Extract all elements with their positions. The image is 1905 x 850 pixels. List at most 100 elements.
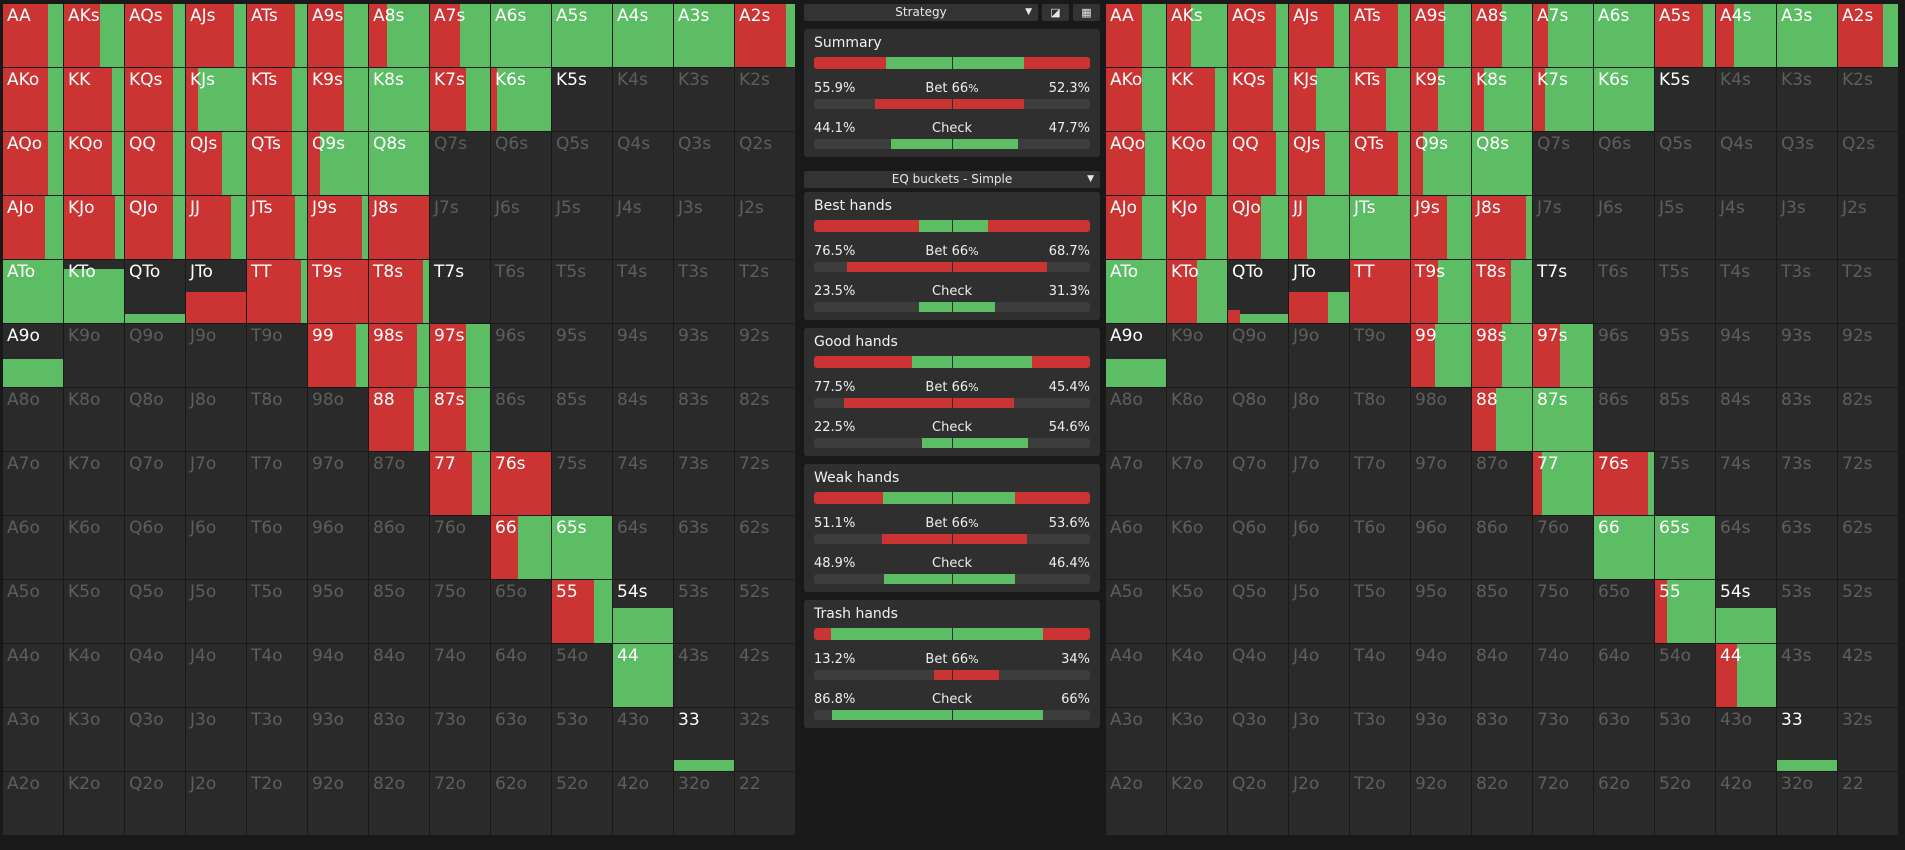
hand-cell-right-K2o[interactable]: K2o [1167, 772, 1227, 835]
hand-cell-left-Q7s[interactable]: Q7s [430, 132, 490, 195]
hand-cell-right-77[interactable]: 77 [1533, 452, 1593, 515]
hand-cell-left-QTo[interactable]: QTo [125, 260, 185, 323]
hand-cell-right-84s[interactable]: 84s [1716, 388, 1776, 451]
hand-cell-right-K8s[interactable]: K8s [1472, 68, 1532, 131]
hand-cell-left-33[interactable]: 33 [674, 708, 734, 771]
hand-cell-right-82s[interactable]: 82s [1838, 388, 1898, 451]
hand-cell-right-AQs[interactable]: AQs [1228, 4, 1288, 67]
hand-cell-left-76s[interactable]: 76s [491, 452, 551, 515]
hand-cell-left-AQo[interactable]: AQo [3, 132, 63, 195]
hand-cell-left-AKo[interactable]: AKo [3, 68, 63, 131]
hand-cell-left-T2s[interactable]: T2s [735, 260, 795, 323]
hand-cell-left-K3o[interactable]: K3o [64, 708, 124, 771]
hand-cell-left-J8o[interactable]: J8o [186, 388, 246, 451]
hand-cell-left-Q4o[interactable]: Q4o [125, 644, 185, 707]
hand-cell-right-KQs[interactable]: KQs [1228, 68, 1288, 131]
hand-cell-right-KJs[interactable]: KJs [1289, 68, 1349, 131]
hand-cell-left-KTo[interactable]: KTo [64, 260, 124, 323]
hand-cell-left-T2o[interactable]: T2o [247, 772, 307, 835]
hand-cell-left-95s[interactable]: 95s [552, 324, 612, 387]
hand-cell-right-T3s[interactable]: T3s [1777, 260, 1837, 323]
hand-cell-right-A5s[interactable]: A5s [1655, 4, 1715, 67]
hand-cell-left-84s[interactable]: 84s [613, 388, 673, 451]
hand-cell-right-73s[interactable]: 73s [1777, 452, 1837, 515]
hand-cell-right-Q8s[interactable]: Q8s [1472, 132, 1532, 195]
hand-cell-left-J6s[interactable]: J6s [491, 196, 551, 259]
hand-cell-right-J5s[interactable]: J5s [1655, 196, 1715, 259]
hand-cell-left-96o[interactable]: 96o [308, 516, 368, 579]
hand-cell-right-87o[interactable]: 87o [1472, 452, 1532, 515]
hand-cell-left-86s[interactable]: 86s [491, 388, 551, 451]
hand-cell-left-Q3o[interactable]: Q3o [125, 708, 185, 771]
hand-cell-right-J7s[interactable]: J7s [1533, 196, 1593, 259]
hand-cell-left-A6o[interactable]: A6o [3, 516, 63, 579]
hand-cell-right-A8s[interactable]: A8s [1472, 4, 1532, 67]
hand-cell-left-J3s[interactable]: J3s [674, 196, 734, 259]
hand-cell-right-97s[interactable]: 97s [1533, 324, 1593, 387]
hand-cell-right-54o[interactable]: 54o [1655, 644, 1715, 707]
hand-cell-right-KK[interactable]: KK [1167, 68, 1227, 131]
hand-cell-left-K6s[interactable]: K6s [491, 68, 551, 131]
hand-cell-left-32o[interactable]: 32o [674, 772, 734, 835]
hand-cell-right-J3o[interactable]: J3o [1289, 708, 1349, 771]
hand-cell-left-66[interactable]: 66 [491, 516, 551, 579]
hand-cell-right-Q4o[interactable]: Q4o [1228, 644, 1288, 707]
hand-cell-right-QTs[interactable]: QTs [1350, 132, 1410, 195]
hand-cell-right-74o[interactable]: 74o [1533, 644, 1593, 707]
hand-cell-left-A9o[interactable]: A9o [3, 324, 63, 387]
hand-cell-right-T3o[interactable]: T3o [1350, 708, 1410, 771]
hand-cell-right-42o[interactable]: 42o [1716, 772, 1776, 835]
hand-cell-right-85o[interactable]: 85o [1472, 580, 1532, 643]
hand-cell-left-52s[interactable]: 52s [735, 580, 795, 643]
hand-cell-left-86o[interactable]: 86o [369, 516, 429, 579]
hand-cell-right-T8s[interactable]: T8s [1472, 260, 1532, 323]
hand-cell-left-KQo[interactable]: KQo [64, 132, 124, 195]
hand-cell-left-T6o[interactable]: T6o [247, 516, 307, 579]
hand-cell-left-72o[interactable]: 72o [430, 772, 490, 835]
hand-cell-left-J7o[interactable]: J7o [186, 452, 246, 515]
hand-cell-left-95o[interactable]: 95o [308, 580, 368, 643]
hand-cell-right-72s[interactable]: 72s [1838, 452, 1898, 515]
hand-cell-left-K9o[interactable]: K9o [64, 324, 124, 387]
hand-cell-left-K9s[interactable]: K9s [308, 68, 368, 131]
hand-cell-right-ATs[interactable]: ATs [1350, 4, 1410, 67]
hand-cell-left-54o[interactable]: 54o [552, 644, 612, 707]
hand-cell-right-Q7s[interactable]: Q7s [1533, 132, 1593, 195]
hand-cell-left-AJs[interactable]: AJs [186, 4, 246, 67]
hand-cell-right-76s[interactable]: 76s [1594, 452, 1654, 515]
hand-cell-left-63s[interactable]: 63s [674, 516, 734, 579]
hand-cell-left-A7s[interactable]: A7s [430, 4, 490, 67]
hand-cell-left-82o[interactable]: 82o [369, 772, 429, 835]
hand-cell-right-53o[interactable]: 53o [1655, 708, 1715, 771]
hand-cell-right-86o[interactable]: 86o [1472, 516, 1532, 579]
hand-cell-left-JJ[interactable]: JJ [186, 196, 246, 259]
hand-cell-right-AKs[interactable]: AKs [1167, 4, 1227, 67]
hand-cell-left-74o[interactable]: 74o [430, 644, 490, 707]
hand-cell-right-Q5o[interactable]: Q5o [1228, 580, 1288, 643]
hand-cell-right-55[interactable]: 55 [1655, 580, 1715, 643]
hand-cell-right-K5o[interactable]: K5o [1167, 580, 1227, 643]
hand-cell-right-T9s[interactable]: T9s [1411, 260, 1471, 323]
hand-cell-right-A2o[interactable]: A2o [1106, 772, 1166, 835]
hand-cell-right-Q9s[interactable]: Q9s [1411, 132, 1471, 195]
hand-cell-right-JTs[interactable]: JTs [1350, 196, 1410, 259]
hand-cell-right-K5s[interactable]: K5s [1655, 68, 1715, 131]
hand-cell-left-22[interactable]: 22 [735, 772, 795, 835]
hand-cell-right-Q4s[interactable]: Q4s [1716, 132, 1776, 195]
hand-cell-left-QJo[interactable]: QJo [125, 196, 185, 259]
hand-cell-left-Q6o[interactable]: Q6o [125, 516, 185, 579]
hand-cell-left-A5o[interactable]: A5o [3, 580, 63, 643]
hand-cell-left-J7s[interactable]: J7s [430, 196, 490, 259]
hand-cell-right-J5o[interactable]: J5o [1289, 580, 1349, 643]
hand-cell-left-T8s[interactable]: T8s [369, 260, 429, 323]
hand-cell-left-JTs[interactable]: JTs [247, 196, 307, 259]
hand-cell-left-K6o[interactable]: K6o [64, 516, 124, 579]
hand-cell-right-T2o[interactable]: T2o [1350, 772, 1410, 835]
hand-cell-left-64o[interactable]: 64o [491, 644, 551, 707]
hand-cell-right-A4o[interactable]: A4o [1106, 644, 1166, 707]
hand-cell-right-Q8o[interactable]: Q8o [1228, 388, 1288, 451]
hand-cell-right-T5o[interactable]: T5o [1350, 580, 1410, 643]
hand-cell-right-K9s[interactable]: K9s [1411, 68, 1471, 131]
hand-cell-right-Q2o[interactable]: Q2o [1228, 772, 1288, 835]
hand-cell-right-KTo[interactable]: KTo [1167, 260, 1227, 323]
